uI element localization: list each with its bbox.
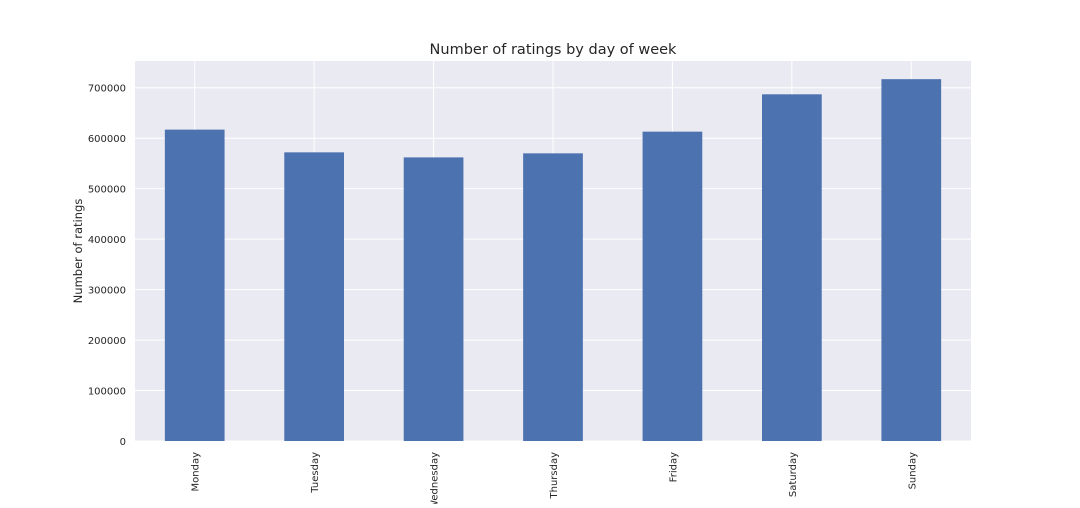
y-tick-labels: 0 100000 200000 300000 400000 500000 600000 700… <box>88 84 126 448</box>
bars <box>164 79 942 442</box>
bar-wednesday <box>403 157 464 441</box>
x-tick-label: Sunday <box>907 452 918 489</box>
x-tick-label: Monday <box>191 452 202 492</box>
y-tick-label: 200000 <box>88 336 126 347</box>
bar-saturday <box>762 94 822 442</box>
x-tick-label: Saturday <box>788 452 799 497</box>
y-tick-label: 100000 <box>88 387 126 398</box>
y-tick-label: 600000 <box>88 134 126 145</box>
x-tick-label: Tuesday <box>310 452 321 494</box>
chart-title: Number of ratings by day of week <box>430 42 678 58</box>
y-tick-label: 700000 <box>88 84 126 95</box>
bar-friday <box>642 131 703 441</box>
y-tick-label: 0 <box>120 437 126 448</box>
y-tick-label: 500000 <box>88 185 126 196</box>
y-axis-label: Number of ratings <box>71 199 85 304</box>
bar-sunday <box>881 79 942 441</box>
x-tick-label: Friday <box>668 452 679 482</box>
y-tick-label: 400000 <box>88 235 126 246</box>
y-tick-label: 300000 <box>88 286 126 297</box>
x-tick-label: Thursday <box>549 452 560 500</box>
bar-tuesday <box>284 152 344 441</box>
x-tick-label: Wednesday <box>430 452 441 504</box>
bar-thursday <box>523 153 583 442</box>
x-tick-labels: Monday Tuesday Wednesday Thursday Friday Satu… <box>191 452 919 508</box>
bar-monday <box>164 129 225 441</box>
